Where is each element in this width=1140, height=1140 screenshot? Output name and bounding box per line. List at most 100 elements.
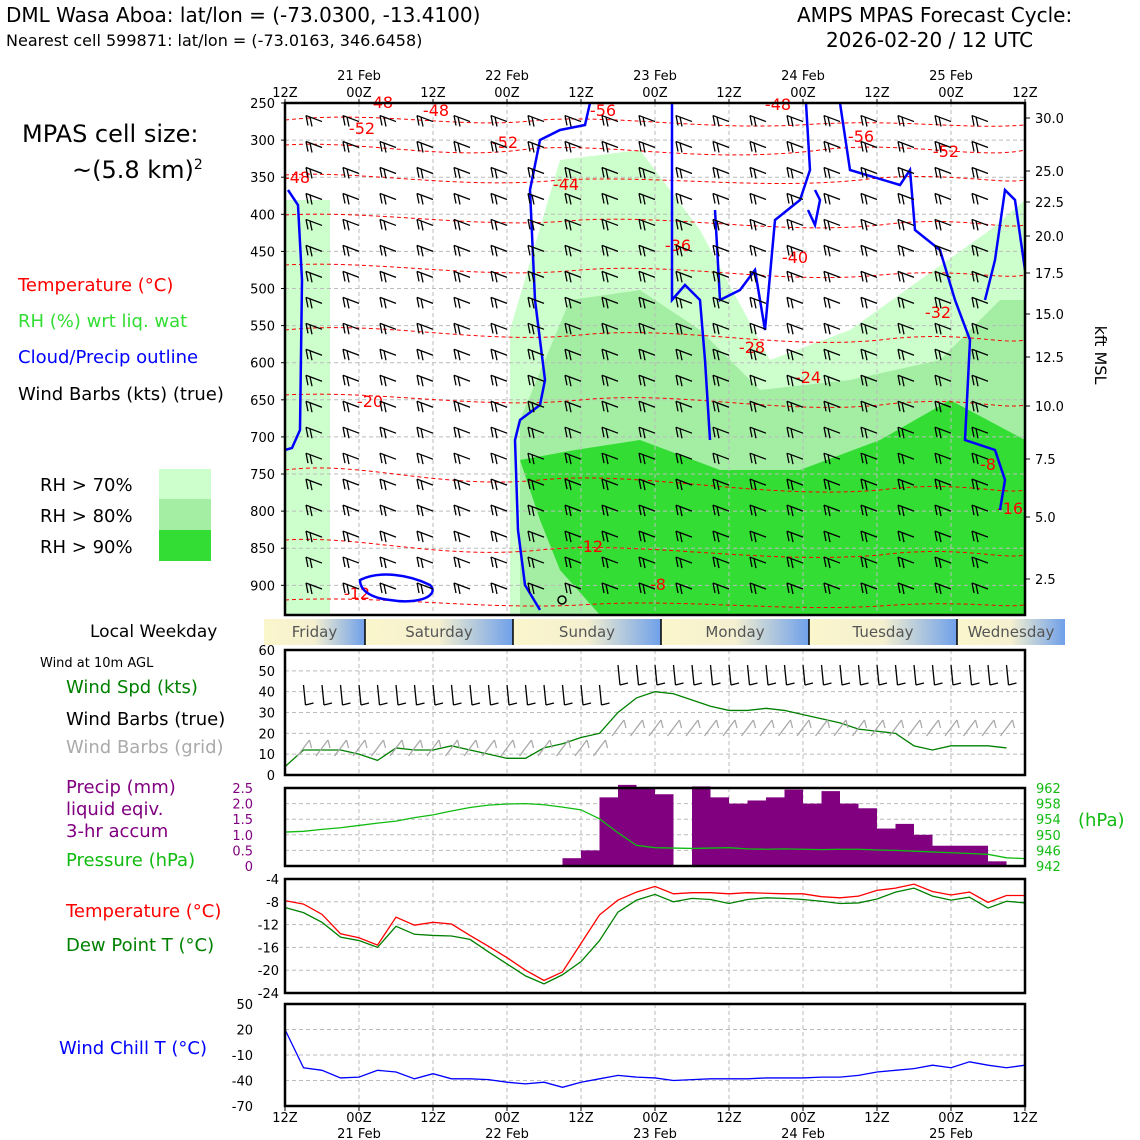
wind-barb-true <box>395 684 407 706</box>
wind-barb <box>379 322 397 335</box>
precip-bar <box>914 834 933 866</box>
wind-barb <box>860 530 878 543</box>
wind-barb-grid <box>796 719 812 737</box>
pressure-tick-label: 942 <box>1036 860 1061 875</box>
cloud-outlines <box>284 102 1027 611</box>
wind-barb <box>675 218 693 231</box>
wind-barb-true <box>968 664 980 686</box>
wind-barb <box>416 270 434 283</box>
wind-barb <box>971 218 989 231</box>
wind-barb <box>564 244 582 257</box>
precip-bar <box>877 828 896 866</box>
wind-barb <box>564 478 582 491</box>
wind-barb <box>749 322 767 335</box>
wind-barb <box>823 192 841 205</box>
wind-barb <box>453 192 471 205</box>
wind-barb-true <box>857 664 869 686</box>
wind-barb <box>601 296 619 309</box>
pressure-tick-label: 950 <box>1036 829 1061 844</box>
wind-barb <box>638 452 656 465</box>
wind-barb <box>416 244 434 257</box>
wind-barb <box>416 452 434 465</box>
wind-barb-true <box>598 684 610 706</box>
wind-barb <box>638 166 656 179</box>
wind-barb <box>860 218 878 231</box>
temperature-label: -52 <box>349 119 375 138</box>
temperature-panel-frame <box>283 877 1027 995</box>
wind-barb <box>490 452 508 465</box>
wind-barb <box>749 218 767 231</box>
wind-barb-true <box>691 664 703 686</box>
wind-barb <box>786 192 804 205</box>
wind-barb <box>749 530 767 543</box>
temperature-label: -20 <box>357 392 383 411</box>
wind-barb-true <box>506 684 518 706</box>
chill-tick-label: -40 <box>232 1075 253 1090</box>
wind-barb <box>675 166 693 179</box>
wind-barb <box>749 244 767 257</box>
wind-barb <box>564 192 582 205</box>
wind-barb <box>971 530 989 543</box>
temperature-label: -32 <box>925 303 951 322</box>
wind-tick-label: 30 <box>258 707 275 722</box>
wind-barb-grid <box>444 739 461 757</box>
precip-tick-label: 0.5 <box>232 844 253 859</box>
wind-barb <box>934 478 952 491</box>
wind-barb <box>786 166 804 179</box>
weekday-band <box>264 619 365 645</box>
wind-barb-grid <box>463 739 479 757</box>
wind-barb <box>823 374 841 387</box>
wind-barb <box>823 556 841 569</box>
wind-barb <box>934 452 952 465</box>
rh90-region <box>610 520 1025 615</box>
wind-barb <box>712 296 730 309</box>
wind-barb <box>490 374 508 387</box>
wind-barb-grid <box>315 739 331 757</box>
wind-barb <box>749 192 767 205</box>
wind-barb <box>897 140 915 153</box>
wind-barb <box>934 582 952 595</box>
weekday-label: Sunday <box>559 623 615 641</box>
bottom-date-label: 21 Feb <box>337 1127 381 1140</box>
wind-barb <box>490 426 508 439</box>
wind-barb <box>897 504 915 517</box>
wind-barb <box>934 270 952 283</box>
wind-barb <box>823 270 841 283</box>
temperature-label: -16 <box>997 499 1023 518</box>
wind-barb <box>675 296 693 309</box>
wind-barb <box>564 218 582 231</box>
chill-tick-label: 50 <box>236 998 253 1013</box>
wind-barb <box>897 114 915 127</box>
wind-barb <box>379 218 397 231</box>
wind-barb <box>712 322 730 335</box>
wind-barb <box>527 452 545 465</box>
wind-barb <box>305 140 323 153</box>
temperature-label: -24 <box>795 368 821 387</box>
wind-barb <box>934 504 952 517</box>
pressure-tick-label: 350 <box>250 171 275 186</box>
bottom-hour-label: 12Z <box>272 1111 298 1126</box>
precip-bar <box>710 797 729 866</box>
wind-barb <box>675 400 693 413</box>
wind-barb <box>564 504 582 517</box>
wind-barb <box>823 400 841 413</box>
wind-barb <box>416 400 434 413</box>
wind-barb <box>971 296 989 309</box>
wind-barb <box>490 582 508 595</box>
temperature-label: -44 <box>553 175 579 194</box>
precip-bar <box>747 800 766 866</box>
wind-barb <box>971 556 989 569</box>
legend-cloud: Cloud/Precip outline <box>18 347 199 368</box>
wind-barb <box>675 270 693 283</box>
wind-barb <box>712 218 730 231</box>
wind-barb <box>712 270 730 283</box>
pressure-tick-label: 958 <box>1036 798 1061 813</box>
nearest-cell-text: Nearest cell 599871: lat/lon = (-73.0163… <box>6 31 423 50</box>
wind-barb-true <box>672 664 684 686</box>
wind-barb <box>453 140 471 153</box>
wind-barb <box>860 140 878 153</box>
wind-barb <box>675 426 693 439</box>
wind-barb <box>416 166 434 179</box>
wind-barb <box>416 296 434 309</box>
wind-barb <box>749 140 767 153</box>
